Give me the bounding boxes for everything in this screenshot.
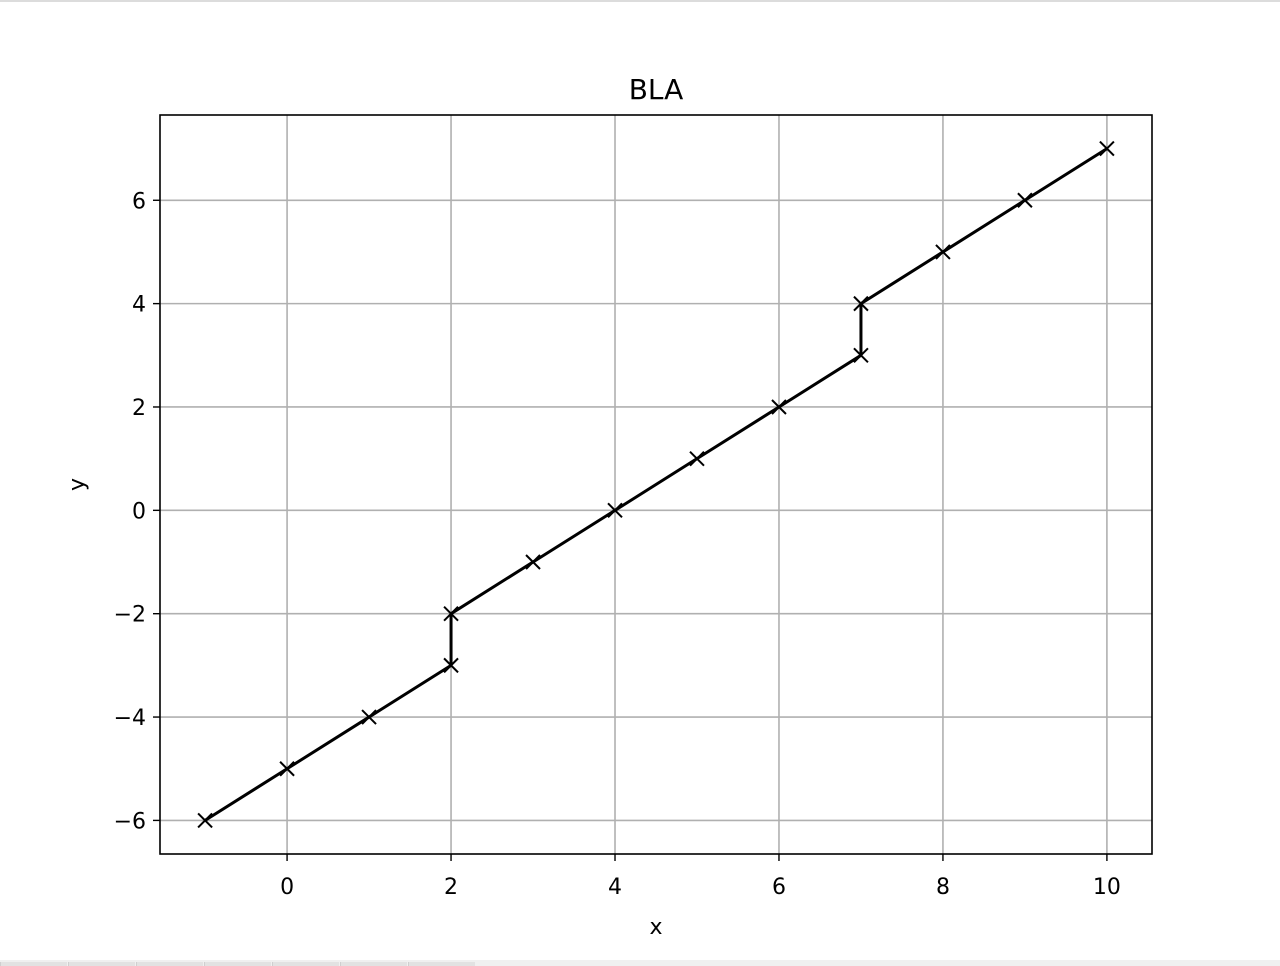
y-axis-label: y bbox=[65, 478, 90, 491]
y-tick-label: 4 bbox=[132, 293, 146, 318]
data-point-marker bbox=[197, 812, 213, 829]
data-point-marker bbox=[607, 502, 623, 519]
data-point-marker bbox=[361, 709, 377, 725]
x-tick-label: 8 bbox=[936, 875, 950, 900]
x-tick-label: 2 bbox=[444, 875, 458, 900]
toolbar-segment bbox=[340, 962, 407, 966]
data-point-marker bbox=[525, 554, 541, 570]
data-point-marker bbox=[771, 399, 787, 415]
toolbar-segment bbox=[408, 962, 475, 966]
y-tick-label: 2 bbox=[132, 396, 146, 421]
toolbar-segment bbox=[204, 962, 271, 966]
x-tick-label: 6 bbox=[772, 875, 786, 900]
toolbar-segment bbox=[272, 962, 339, 966]
bottom-toolbar-strip bbox=[0, 960, 1280, 966]
toolbar-segment bbox=[68, 962, 135, 966]
x-axis-label: x bbox=[649, 915, 662, 940]
data-point-marker bbox=[443, 657, 459, 674]
x-tick-label: 10 bbox=[1093, 875, 1121, 900]
data-point-marker bbox=[1099, 140, 1115, 157]
axes-frame bbox=[159, 114, 1153, 855]
y-tick-label: −2 bbox=[114, 603, 146, 628]
toolbar-segment bbox=[0, 962, 67, 966]
y-tick-label: 0 bbox=[132, 499, 146, 524]
toolbar-segment bbox=[136, 962, 203, 966]
x-tick-label: 4 bbox=[608, 875, 622, 900]
x-tick-label: 0 bbox=[280, 875, 294, 900]
data-point-marker bbox=[1017, 192, 1033, 208]
series-line bbox=[204, 147, 1108, 822]
window-top-border bbox=[0, 0, 1280, 2]
data-point-marker bbox=[935, 244, 951, 260]
data-point-marker bbox=[853, 347, 869, 364]
data-point-marker bbox=[689, 450, 705, 467]
data-point-marker bbox=[279, 761, 295, 777]
data-point-marker bbox=[443, 605, 459, 622]
tick-layer: 0 2 4 6 8 10 −6 −4 −2 0 2 4 6 bbox=[114, 189, 1121, 900]
grid-lines bbox=[160, 115, 1152, 854]
chart-title: BLA bbox=[629, 73, 684, 106]
series-layer bbox=[197, 140, 1115, 829]
y-tick-label: 6 bbox=[132, 189, 146, 214]
data-point-marker bbox=[853, 295, 869, 312]
y-tick-label: −4 bbox=[114, 706, 146, 731]
y-tick-label: −6 bbox=[114, 809, 146, 834]
